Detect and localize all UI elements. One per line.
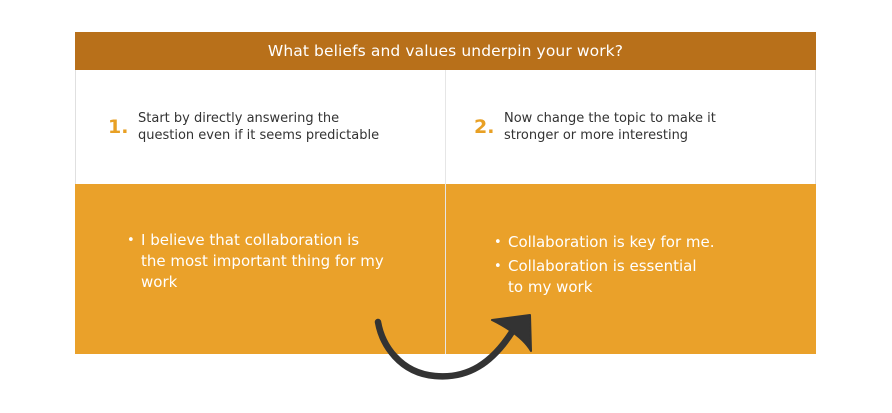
answer-column-reframed: • Collaboration is key for me. • Collabo…	[446, 184, 816, 354]
arrow-shaft	[374, 318, 516, 380]
bullet-icon: •	[127, 233, 135, 248]
step-2: 2. Now change the topic to make it stron…	[474, 70, 804, 184]
reframed-answer-list: • Collaboration is key for me. • Collabo…	[494, 232, 784, 301]
card-header: What beliefs and values underpin your wo…	[75, 32, 816, 70]
step-2-text: Now change the topic to make it stronger…	[504, 111, 716, 143]
step-1-number: 1.	[108, 116, 129, 138]
bullet-icon: •	[494, 235, 502, 250]
direct-answer-list: • I believe that collaboration is the mo…	[127, 230, 417, 296]
list-item-text: I believe that collaboration is the most…	[141, 231, 384, 291]
curved-arrow-icon	[374, 314, 532, 380]
answer-column-direct: • I believe that collaboration is the mo…	[75, 184, 445, 354]
list-item-text: Collaboration is key for me.	[508, 233, 715, 251]
column-divider	[445, 70, 446, 354]
step-2-number: 2.	[474, 116, 495, 138]
list-item: • Collaboration is key for me.	[494, 232, 784, 253]
arrow-head	[491, 314, 532, 352]
bullet-icon: •	[494, 259, 502, 274]
step-1-text: Start by directly answering the question…	[138, 111, 380, 143]
belief-card: What beliefs and values underpin your wo…	[75, 32, 816, 354]
list-item-text: Collaboration is essential to my work	[508, 257, 697, 296]
card-title: What beliefs and values underpin your wo…	[267, 42, 624, 60]
list-item: • I believe that collaboration is the mo…	[127, 230, 417, 293]
step-1: 1. Start by directly answering the quest…	[108, 70, 438, 184]
list-item: • Collaboration is essential to my work	[494, 256, 784, 298]
